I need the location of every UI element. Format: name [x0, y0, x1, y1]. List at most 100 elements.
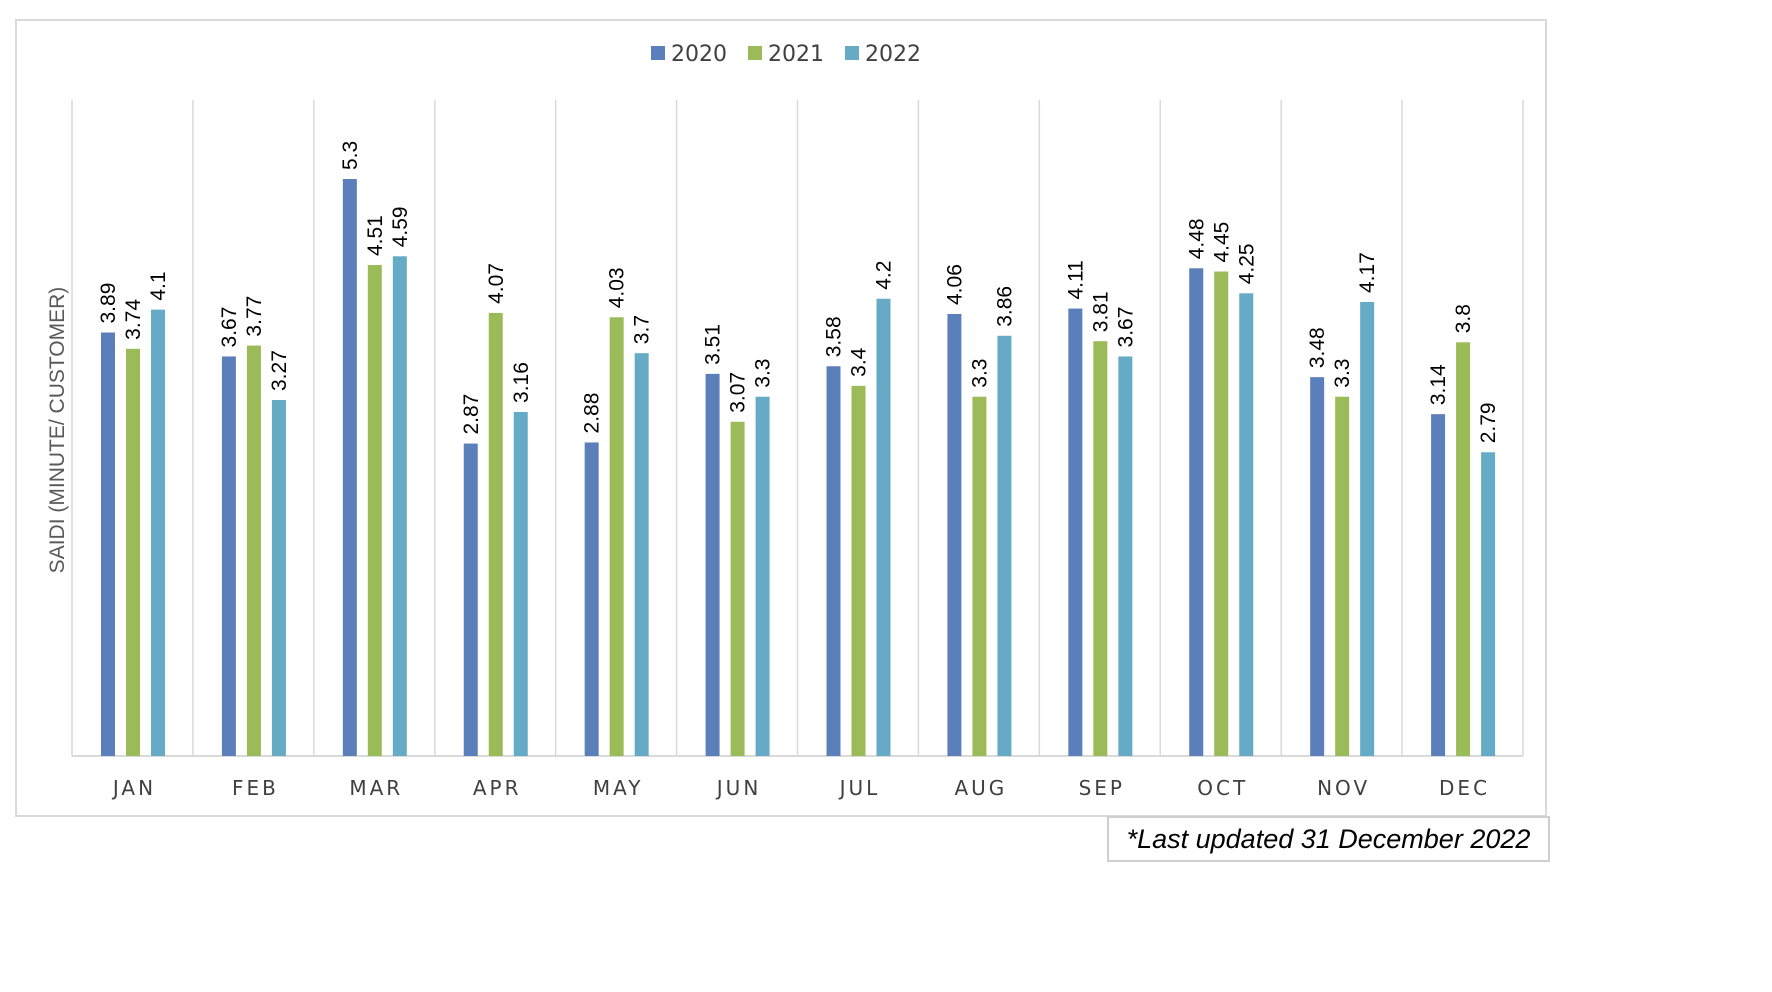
- data-label-2022-oct: 4.25: [1235, 243, 1258, 284]
- legend: 2020 2021 2022: [651, 42, 921, 67]
- x-tick-label-oct: OCT: [1197, 776, 1248, 800]
- x-tick-label-feb: FEB: [232, 776, 279, 800]
- data-label-2022-jul: 4.2: [873, 261, 896, 290]
- bar-2022-may: [634, 353, 649, 756]
- data-label-2021-sep: 3.81: [1089, 291, 1112, 332]
- data-label-2020-dec: 3.14: [1427, 364, 1450, 405]
- x-tick-label-jan: JAN: [111, 776, 156, 800]
- data-label-2020-nov: 3.48: [1306, 327, 1329, 368]
- data-label-2021-aug: 3.3: [968, 359, 991, 388]
- data-label-2021-may: 4.03: [606, 267, 629, 308]
- data-label-2021-jan: 3.74: [122, 299, 145, 340]
- x-tick-label-dec: DEC: [1439, 776, 1490, 800]
- bar-2021-feb: [246, 345, 261, 756]
- bar-2020-mar: [342, 179, 357, 756]
- bar-2022-nov: [1360, 302, 1375, 756]
- data-label-2020-aug: 4.06: [943, 264, 966, 305]
- bar-2021-jul: [851, 385, 866, 756]
- bars: [101, 179, 1496, 756]
- bar-2020-jul: [826, 366, 841, 756]
- x-tick-label-jun: JUN: [715, 776, 762, 800]
- bar-2020-apr: [463, 443, 478, 756]
- bar-2021-sep: [1093, 341, 1108, 756]
- bar-2020-jan: [101, 332, 115, 756]
- data-label-2022-apr: 3.16: [510, 362, 533, 403]
- data-label-2020-oct: 4.48: [1185, 218, 1208, 259]
- data-label-2021-nov: 3.3: [1331, 359, 1354, 388]
- data-label-2022-aug: 3.86: [993, 286, 1016, 327]
- data-label-2022-feb: 3.27: [268, 350, 291, 391]
- bar-2022-mar: [392, 256, 407, 756]
- x-tick-label-sep: SEP: [1079, 776, 1125, 800]
- bar-2020-dec: [1431, 414, 1446, 756]
- data-label-2020-jul: 3.58: [823, 316, 846, 357]
- x-tick-label-mar: MAR: [349, 776, 403, 800]
- y-axis-label: SAIDI (MINUTE/ CUSTOMER): [46, 287, 69, 574]
- data-label-2021-oct: 4.45: [1210, 222, 1233, 263]
- bar-2022-jun: [755, 396, 770, 756]
- data-label-2021-apr: 4.07: [485, 263, 508, 304]
- bar-2021-mar: [367, 265, 382, 756]
- bar-2020-oct: [1189, 268, 1204, 756]
- bar-2021-may: [609, 317, 624, 756]
- data-label-2022-jan: 4.1: [147, 271, 170, 300]
- bar-2022-aug: [997, 335, 1012, 756]
- data-label-2021-mar: 4.51: [364, 215, 387, 256]
- data-label-2022-jun: 3.3: [752, 359, 775, 388]
- bar-2022-jul: [876, 298, 891, 756]
- bar-2021-jun: [730, 421, 745, 756]
- grid-lines: [71, 100, 1524, 757]
- bar-2021-jan: [126, 348, 140, 756]
- bar-2020-may: [584, 442, 599, 756]
- x-tick-label-nov: NOV: [1317, 776, 1370, 800]
- footnote-text: *Last updated 31 December 2022: [1126, 823, 1531, 854]
- x-axis-ticks: JAN FEB MAR APR MAY JUN JUL AUG SEP OCT NOV DEC: [111, 776, 1490, 800]
- bar-2020-feb: [221, 356, 236, 756]
- data-label-2021-jun: 3.07: [727, 372, 750, 413]
- legend-label-2020: 2020: [671, 42, 727, 67]
- bar-2022-sep: [1118, 356, 1133, 756]
- bar-2020-aug: [947, 313, 962, 756]
- bar-2021-oct: [1214, 271, 1229, 756]
- x-tick-label-apr: APR: [473, 776, 522, 800]
- bar-2022-oct: [1239, 293, 1254, 756]
- bar-2022-apr: [513, 411, 528, 756]
- data-label-2021-dec: 3.8: [1452, 304, 1475, 333]
- x-tick-label-jul: JUL: [838, 776, 881, 800]
- x-tick-label-aug: AUG: [954, 776, 1007, 800]
- bar-2021-nov: [1335, 396, 1350, 756]
- bar-2021-apr: [488, 312, 503, 756]
- data-label-2020-apr: 2.87: [460, 394, 483, 435]
- data-label-2020-mar: 5.3: [339, 141, 362, 170]
- legend-swatch-2020: [651, 46, 665, 60]
- data-label-2020-sep: 4.11: [1064, 260, 1087, 299]
- bar-2020-sep: [1068, 308, 1083, 756]
- data-label-2021-feb: 3.77: [243, 296, 266, 337]
- chart-frame: [15, 19, 1547, 817]
- bar-2021-dec: [1456, 342, 1471, 756]
- bar-2021-aug: [972, 396, 987, 756]
- x-tick-label-may: MAY: [593, 776, 644, 800]
- data-label-2022-sep: 3.67: [1114, 307, 1137, 348]
- bar-2020-nov: [1310, 377, 1325, 756]
- data-label-2022-nov: 4.17: [1356, 252, 1379, 293]
- legend-label-2022: 2022: [865, 42, 921, 67]
- legend-swatch-2022: [845, 46, 859, 60]
- bar-2022-dec: [1481, 452, 1496, 756]
- footnote-box: *Last updated 31 December 2022: [1107, 816, 1550, 862]
- bar-2020-jun: [705, 373, 720, 756]
- data-label-2020-jan: 3.89: [97, 283, 120, 324]
- data-label-2022-may: 3.7: [631, 315, 654, 344]
- bar-2022-jan: [151, 309, 165, 756]
- data-labels: 3.89 3.744.13.67 3.773.275.34.51 4.592.874.…: [97, 141, 1500, 443]
- legend-label-2021: 2021: [768, 42, 824, 67]
- legend-swatch-2021: [748, 46, 762, 60]
- data-label-2020-feb: 3.67: [218, 307, 241, 348]
- data-label-2021-jul: 3.4: [848, 347, 871, 377]
- data-label-2020-may: 2.88: [581, 393, 604, 434]
- data-label-2022-dec: 2.79: [1477, 402, 1500, 443]
- data-label-2022-mar: 4.59: [389, 206, 412, 247]
- data-label-2020-jun: 3.51: [702, 324, 725, 365]
- bar-2022-feb: [271, 400, 286, 756]
